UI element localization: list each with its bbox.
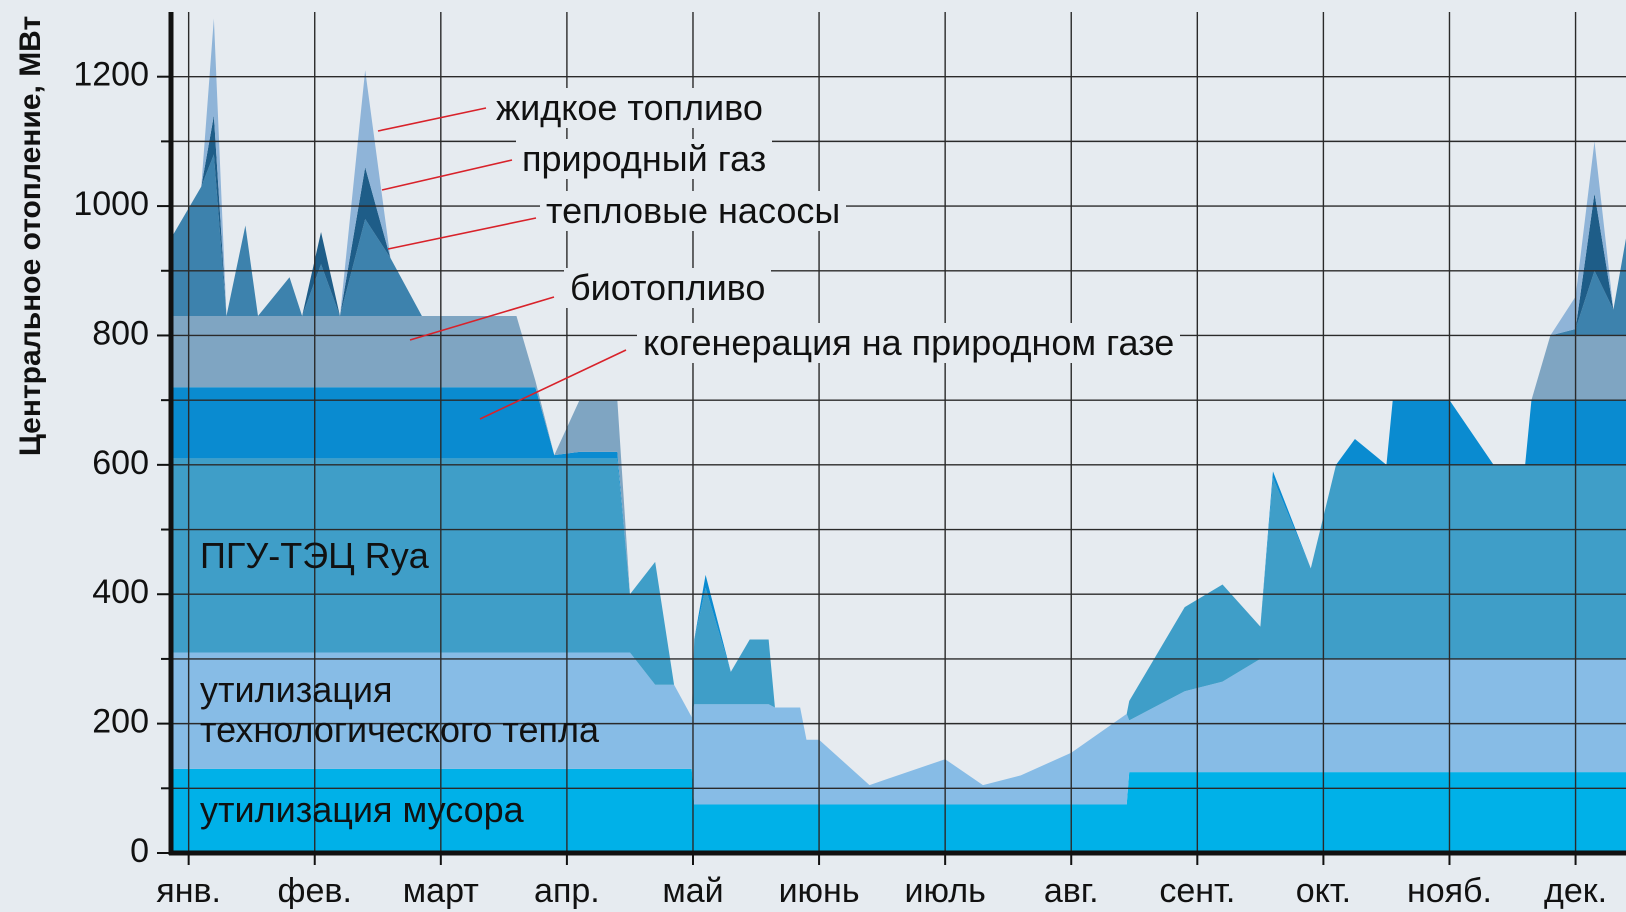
y-tick-label: 400 — [92, 573, 149, 611]
area — [171, 387, 1626, 786]
x-tick-label: авг. — [1044, 872, 1099, 910]
leader-line — [479, 349, 627, 420]
series-label: ПГУ-ТЭЦ Rya — [200, 535, 429, 576]
leader-line — [377, 107, 487, 132]
annotation: природный газ — [516, 139, 773, 179]
x-tick-label: дек. — [1544, 872, 1607, 910]
y-tick-label: 200 — [92, 703, 149, 741]
y-tick-label: 0 — [130, 832, 149, 870]
x-tick-label: май — [662, 872, 723, 910]
area — [171, 652, 1626, 805]
x-tick-label: сент. — [1159, 872, 1235, 910]
x-tick-label: июнь — [779, 872, 860, 910]
y-tick-label: 1200 — [73, 56, 149, 94]
x-tick-label: янв. — [156, 872, 221, 910]
annotation: биотопливо — [564, 268, 772, 308]
y-tick-label: 600 — [92, 444, 149, 482]
series-label: утилизация мусора — [200, 789, 524, 830]
y-axis-label: Центральное отопление, МВт — [14, 16, 47, 456]
area — [171, 768, 1626, 853]
x-tick-label: фев. — [278, 872, 352, 910]
x-tick-label: нояб. — [1407, 872, 1492, 910]
series-label: утилизация технологического тепла — [200, 669, 600, 750]
area — [171, 458, 1626, 786]
x-tick-label: апр. — [534, 872, 600, 910]
x-tick-label: окт. — [1296, 872, 1351, 910]
annotation: жидкое топливо — [490, 88, 769, 128]
area — [171, 316, 1626, 786]
x-tick-label: июль — [904, 872, 985, 910]
y-tick-label: 1000 — [73, 185, 149, 223]
leader-line — [387, 217, 537, 250]
annotation: когенерация на природном газе — [637, 323, 1181, 363]
leader-line — [381, 159, 513, 191]
annotation: тепловые насосы — [540, 191, 847, 231]
y-tick-label: 800 — [92, 314, 149, 352]
x-tick-label: март — [403, 872, 479, 910]
leader-line — [409, 296, 555, 341]
